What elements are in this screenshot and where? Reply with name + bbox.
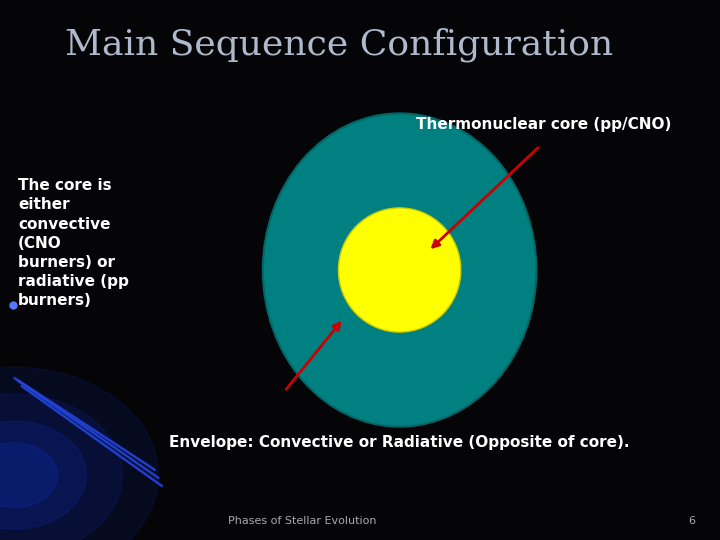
Text: Phases of Stellar Evolution: Phases of Stellar Evolution: [228, 516, 377, 526]
Ellipse shape: [263, 113, 536, 427]
Text: 6: 6: [688, 516, 695, 526]
Circle shape: [0, 421, 86, 529]
Text: Main Sequence Configuration: Main Sequence Configuration: [65, 27, 613, 62]
Circle shape: [0, 394, 122, 540]
Circle shape: [0, 367, 158, 540]
Text: Envelope: Convective or Radiative (Opposite of core).: Envelope: Convective or Radiative (Oppos…: [169, 435, 630, 450]
Text: The core is
either
convective
(CNO
burners) or
radiative (pp
burners): The core is either convective (CNO burne…: [18, 178, 129, 308]
Circle shape: [0, 443, 58, 508]
Text: Thermonuclear core (pp/CNO): Thermonuclear core (pp/CNO): [416, 117, 671, 132]
Ellipse shape: [338, 208, 461, 332]
